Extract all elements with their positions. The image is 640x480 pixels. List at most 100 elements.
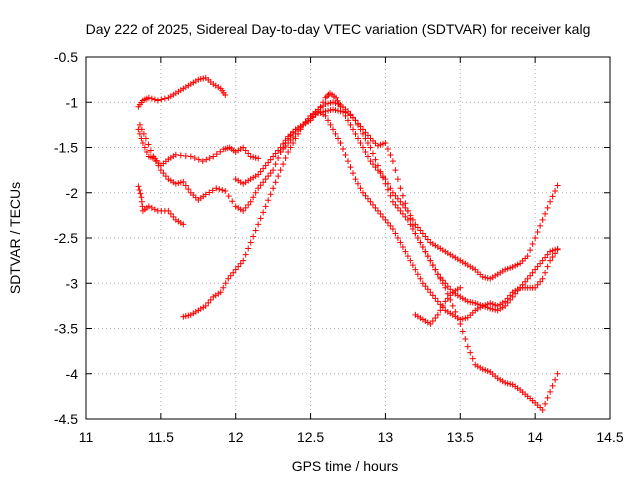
- data-point: [242, 251, 249, 258]
- data-point: [167, 210, 174, 217]
- data-point: [270, 153, 277, 160]
- data-point: [414, 271, 421, 278]
- data-point: [369, 150, 376, 157]
- data-point: [429, 292, 436, 299]
- data-point: [417, 275, 424, 282]
- data-point: [354, 120, 361, 127]
- data-point: [345, 117, 351, 124]
- data-point: [382, 139, 389, 146]
- data-point: [549, 193, 556, 200]
- data-point: [272, 150, 279, 157]
- data-point: [255, 171, 262, 178]
- data-point: [247, 198, 254, 205]
- data-point: [397, 185, 404, 192]
- data-point: [252, 189, 259, 196]
- data-point: [377, 168, 384, 175]
- data-point: [537, 260, 544, 267]
- y-tick-label: -1: [66, 94, 79, 110]
- data-point: [240, 207, 247, 214]
- data-point: [205, 299, 212, 306]
- data-point: [252, 227, 259, 234]
- data-point: [272, 179, 279, 186]
- data-point: [532, 235, 539, 241]
- data-point: [542, 254, 549, 261]
- x-tick-label: 12: [228, 429, 244, 445]
- data-point: [145, 141, 152, 148]
- data-point: [389, 225, 396, 232]
- data-point: [297, 124, 304, 131]
- data-point: [285, 149, 292, 156]
- data-point: [429, 317, 436, 324]
- data-point: [242, 204, 249, 211]
- series-arc-e: [180, 108, 561, 323]
- series-arc-a: [135, 74, 229, 110]
- data-point: [139, 139, 146, 146]
- data-point: [422, 283, 429, 290]
- data-point: [447, 292, 454, 299]
- data-point: [399, 244, 406, 251]
- data-point: [512, 290, 519, 297]
- data-point: [529, 269, 536, 276]
- data-point: [544, 394, 551, 401]
- data-point: [424, 286, 431, 293]
- data-point: [389, 158, 396, 165]
- data-point: [282, 142, 289, 149]
- data-point: [444, 295, 451, 302]
- data-point: [534, 281, 541, 288]
- data-point: [270, 185, 277, 192]
- data-point: [267, 191, 274, 198]
- data-point: [162, 173, 169, 180]
- data-point: [255, 155, 262, 162]
- data-point: [534, 263, 541, 270]
- data-point: [260, 209, 267, 216]
- data-point: [544, 251, 551, 258]
- data-point: [522, 278, 529, 285]
- data-point: [509, 293, 516, 300]
- data-point: [447, 286, 454, 293]
- data-point: [374, 207, 381, 214]
- data-point: [160, 170, 167, 177]
- data-point: [335, 135, 342, 142]
- data-point: [412, 266, 419, 273]
- data-point: [202, 302, 209, 309]
- data-point: [527, 247, 534, 254]
- data-point: [552, 376, 559, 383]
- data-point: [362, 192, 369, 199]
- data-point: [537, 278, 544, 285]
- data-point: [260, 179, 267, 186]
- data-point: [414, 224, 421, 231]
- data-point: [290, 133, 297, 140]
- data-point: [255, 221, 262, 228]
- data-point: [170, 213, 177, 220]
- data-point: [327, 121, 334, 128]
- data-point: [524, 275, 531, 282]
- data-point: [389, 189, 396, 196]
- data-point: [140, 130, 147, 137]
- data-point: [534, 228, 541, 235]
- data-point: [165, 207, 172, 214]
- data-point: [232, 266, 239, 273]
- data-point: [432, 295, 439, 302]
- y-tick-label: -0.5: [54, 49, 78, 65]
- data-point: [519, 281, 526, 288]
- data-point: [250, 233, 257, 240]
- x-tick-label: 11: [79, 429, 94, 445]
- data-point: [155, 162, 162, 169]
- x-tick-label: 14: [527, 429, 543, 445]
- data-point: [237, 260, 244, 267]
- data-point: [427, 257, 434, 264]
- data-point: [229, 198, 236, 205]
- data-point: [250, 194, 257, 201]
- data-point: [240, 257, 247, 264]
- data-point: [417, 239, 424, 246]
- data-point: [220, 284, 227, 291]
- data-point: [532, 266, 539, 273]
- data-point: [422, 233, 429, 240]
- x-tick-label: 11.5: [148, 429, 174, 445]
- data-point: [359, 144, 366, 151]
- y-tick-label: -4.5: [54, 411, 78, 427]
- data-point: [542, 210, 549, 217]
- data-point: [384, 146, 391, 153]
- data-point: [387, 152, 394, 159]
